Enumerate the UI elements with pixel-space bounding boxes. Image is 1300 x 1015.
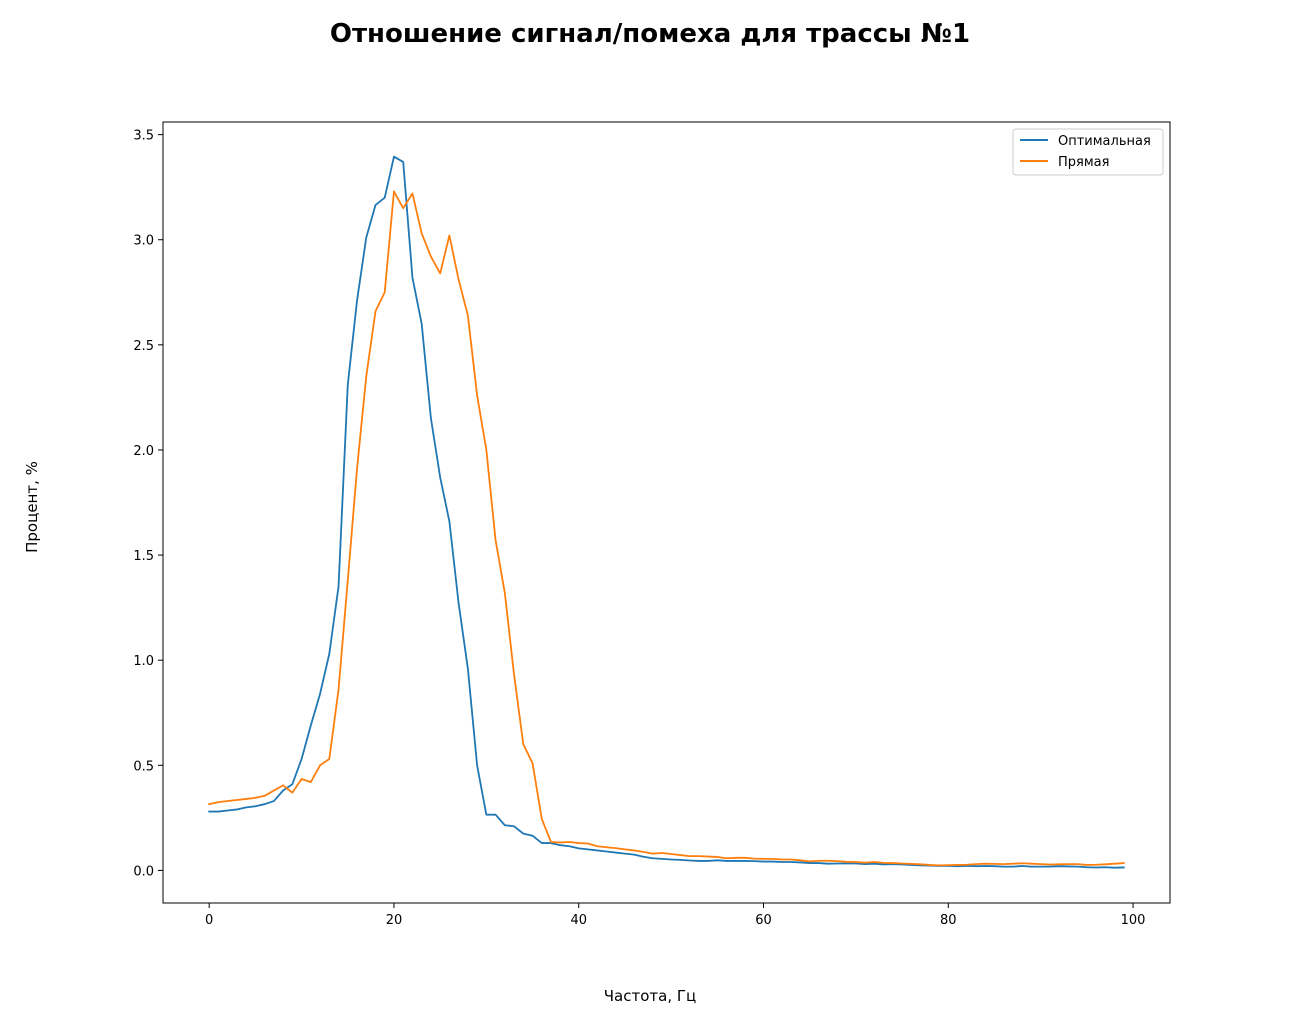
x-tick-label: 100 xyxy=(1121,913,1146,928)
y-tick-label: 2.0 xyxy=(133,444,154,459)
legend: Оптимальная Прямая xyxy=(1012,128,1164,176)
x-tick-label: 80 xyxy=(940,913,957,928)
x-tick-label: 60 xyxy=(755,913,772,928)
x-tick-label: 40 xyxy=(570,913,587,928)
series-layer xyxy=(208,155,1125,869)
chart-title: Отношение сигнал/помеха для трассы №1 xyxy=(330,19,970,49)
x-tick-label: 20 xyxy=(386,913,403,928)
plot-area xyxy=(162,121,1171,904)
y-tick-label: 3.0 xyxy=(133,234,154,249)
legend-box xyxy=(1012,128,1164,176)
y-tick-label: 1.0 xyxy=(133,654,154,669)
x-axis-label: Частота, Гц xyxy=(604,987,696,1005)
series-direct-line xyxy=(208,190,1125,867)
y-tick-label: 3.5 xyxy=(133,129,154,144)
y-axis: 0.0 0.5 1.0 1.5 2.0 2.5 3.0 3.5 xyxy=(133,129,163,879)
legend-label-optimal: Оптимальная xyxy=(1058,134,1151,149)
plot-frame xyxy=(162,121,1171,904)
y-tick-label: 2.5 xyxy=(133,339,154,354)
series-optimal-line xyxy=(208,155,1125,869)
y-tick-label: 1.5 xyxy=(133,549,154,564)
x-axis: 0 20 40 60 80 100 xyxy=(205,903,1145,928)
legend-label-direct: Прямая xyxy=(1058,155,1109,170)
y-tick-label: 0.0 xyxy=(133,864,154,879)
y-axis-label: Процент, % xyxy=(23,461,41,553)
x-tick-label: 0 xyxy=(205,913,213,928)
y-tick-label: 0.5 xyxy=(133,759,154,774)
